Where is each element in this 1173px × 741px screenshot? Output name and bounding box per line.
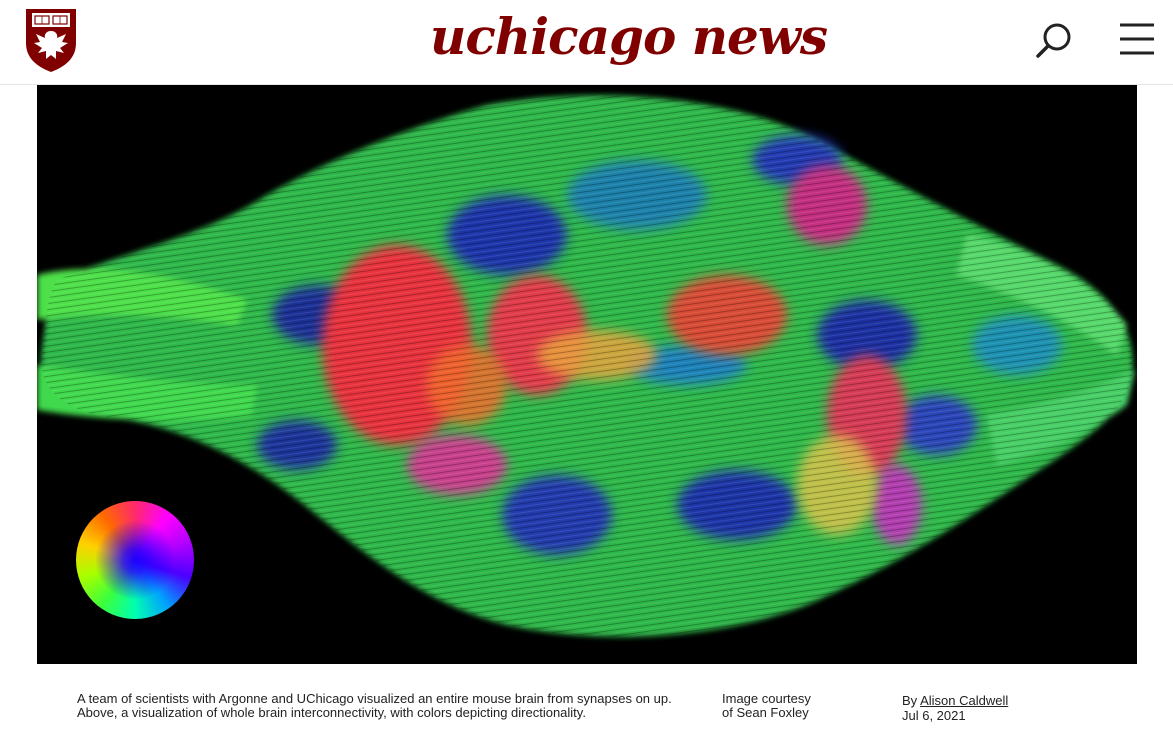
site-title[interactable]: uchicago news <box>430 7 828 66</box>
mouse-brain-visualization <box>37 85 1137 664</box>
image-caption: A team of scientists with Argonne and UC… <box>77 691 672 720</box>
author-link[interactable]: Alison Caldwell <box>920 693 1009 708</box>
image-credit: Image courtesy of Sean Foxley <box>722 692 852 720</box>
caption-row: A team of scientists with Argonne and UC… <box>0 692 1173 741</box>
hero-image <box>37 85 1137 664</box>
university-crest-icon[interactable] <box>24 7 78 73</box>
search-icon[interactable] <box>1034 20 1074 60</box>
publish-date: Jul 6, 2021 <box>902 708 966 723</box>
credit-line-1: Image courtesy <box>722 691 811 706</box>
byline: By Alison Caldwell Jul 6, 2021 <box>902 693 1102 723</box>
direction-color-wheel <box>76 501 194 619</box>
credit-line-2: of Sean Foxley <box>722 705 809 720</box>
site-header: uchicago news <box>0 0 1173 85</box>
hamburger-menu-icon[interactable] <box>1118 20 1156 58</box>
byline-prefix: By <box>902 693 918 708</box>
